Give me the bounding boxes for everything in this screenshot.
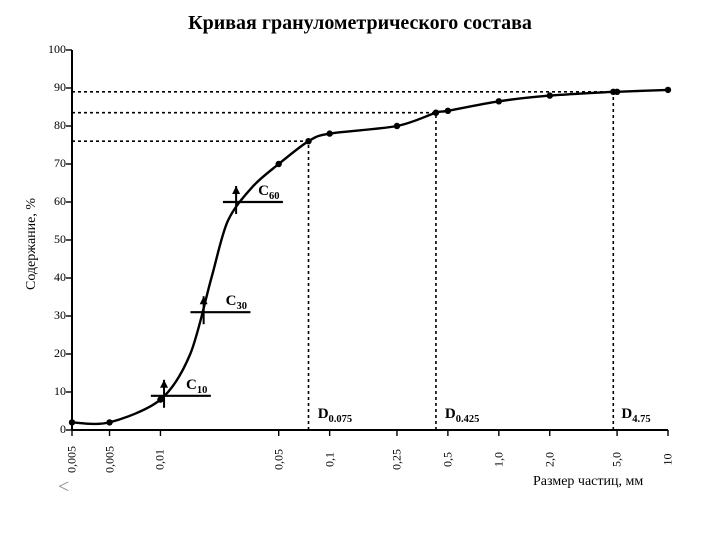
- annotation-D0.425: D0.425: [445, 406, 479, 425]
- annotation-C30: C30: [226, 293, 247, 312]
- annotation-C10: C10: [186, 377, 207, 396]
- data-marker: [305, 138, 311, 144]
- annotation-D4.75: D4.75: [621, 406, 650, 425]
- data-marker: [326, 130, 332, 136]
- y-tick-label: 60: [32, 194, 66, 209]
- plot-area: [72, 50, 668, 430]
- data-marker: [394, 123, 400, 129]
- chart-title: Кривая гранулометрического состава: [0, 12, 720, 35]
- y-tick-label: 70: [32, 156, 66, 171]
- y-tick-label: 30: [32, 308, 66, 323]
- x-tick-label: 0,01: [153, 438, 168, 482]
- grain-size-curve: [72, 90, 668, 424]
- y-tick-label: 80: [32, 118, 66, 133]
- y-tick-label: 50: [32, 232, 66, 247]
- data-marker: [496, 98, 502, 104]
- y-tick-label: 40: [32, 270, 66, 285]
- data-marker: [433, 110, 439, 116]
- annotation-C60: C60: [258, 183, 279, 202]
- y-tick-label: 90: [32, 80, 66, 95]
- x-tick-label: 1,0: [491, 438, 506, 482]
- data-marker: [614, 89, 620, 95]
- data-marker: [665, 87, 671, 93]
- chart-canvas: { "title": { "text": "Кривая гранулометр…: [0, 0, 720, 540]
- data-marker: [69, 419, 75, 425]
- x-tick-label: 0,005: [102, 438, 117, 482]
- annotation-D0.075: D0.075: [318, 406, 352, 425]
- x-tick-label: 0,5: [440, 438, 455, 482]
- x-tick-label: 10: [661, 438, 676, 482]
- y-tick-label: 100: [32, 42, 66, 57]
- data-marker: [445, 108, 451, 114]
- data-marker: [157, 396, 163, 402]
- x-tick-label: 5,0: [610, 438, 625, 482]
- y-tick-label: 20: [32, 346, 66, 361]
- y-tick-label: 0: [32, 422, 66, 437]
- data-marker: [106, 419, 112, 425]
- x-tick-label: 0,05: [271, 438, 286, 482]
- data-marker: [547, 92, 553, 98]
- x-tick-label: 0,1: [322, 438, 337, 482]
- data-marker: [276, 161, 282, 167]
- y-tick-label: 10: [32, 384, 66, 399]
- x-tick-label: 0,005: [65, 438, 80, 482]
- x-tick-label: 0,25: [389, 438, 404, 482]
- x-tick-label: 2,0: [542, 438, 557, 482]
